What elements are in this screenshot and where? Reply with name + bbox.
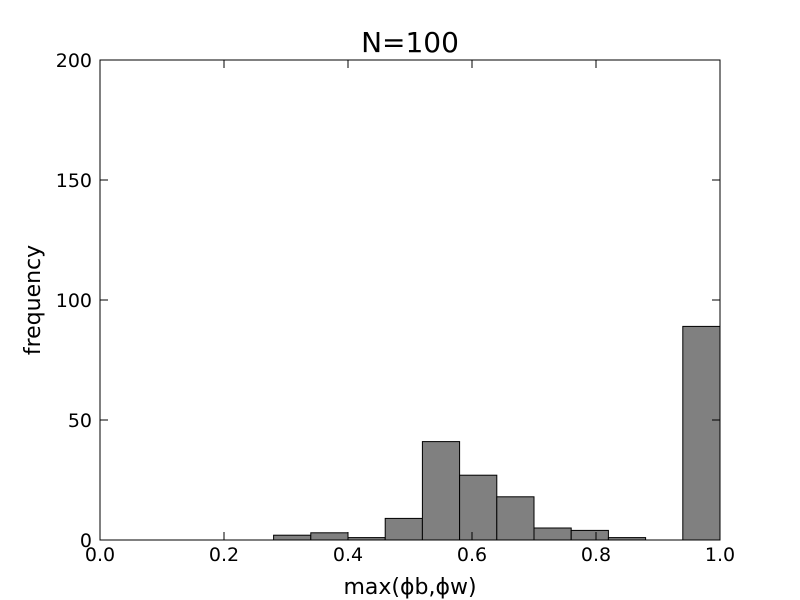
bar — [496, 496, 535, 541]
bar — [570, 529, 609, 541]
x-tick-label: 0.6 — [457, 544, 487, 566]
y-tick-label: 0 — [80, 530, 92, 552]
y-tick-label: 50 — [68, 410, 92, 432]
x-tick-label: 0.4 — [333, 544, 363, 566]
y-axis-label: frequency — [21, 245, 46, 355]
x-tick-label: 0.0 — [85, 544, 115, 566]
bar — [533, 527, 572, 541]
y-tick-label: 100 — [56, 290, 92, 312]
y-tick-label: 200 — [56, 50, 92, 72]
x-tick-label: 0.2 — [209, 544, 239, 566]
x-tick-label: 0.8 — [581, 544, 611, 566]
bar — [273, 534, 312, 541]
x-tick-label: 1.0 — [705, 544, 735, 566]
x-axis-label: max(ϕb,ϕw) — [343, 575, 476, 600]
y-tick-label: 150 — [56, 170, 92, 192]
bar — [459, 474, 498, 541]
bar — [682, 325, 721, 541]
bar — [310, 532, 349, 541]
chart-title: N=100 — [361, 26, 459, 59]
bar — [421, 441, 461, 541]
bar — [384, 517, 423, 541]
